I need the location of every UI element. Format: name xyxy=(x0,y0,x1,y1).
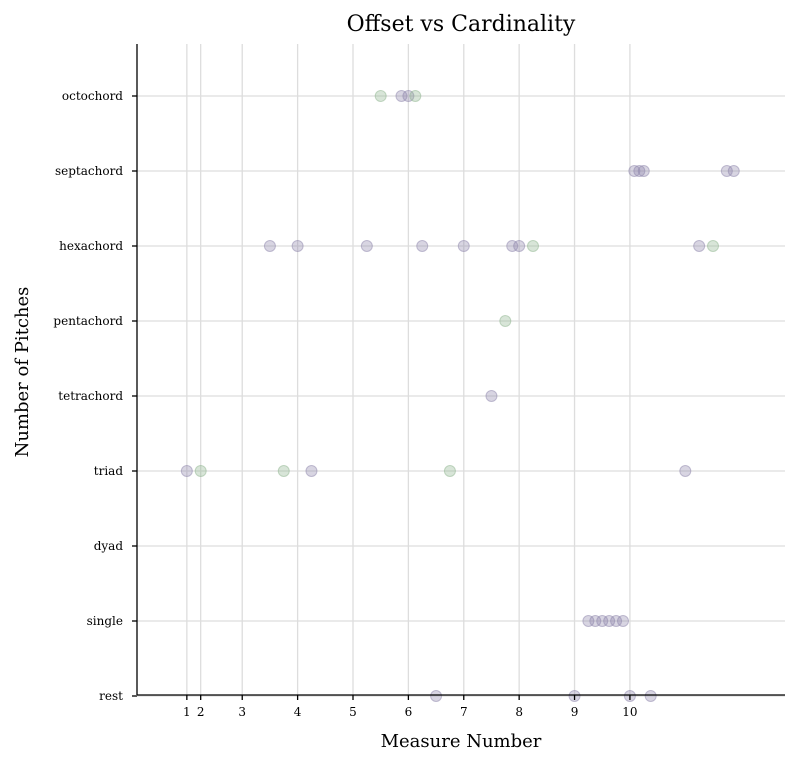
data-point xyxy=(485,390,498,402)
data-point xyxy=(395,90,408,102)
data-point xyxy=(506,240,519,252)
data-point xyxy=(603,615,616,627)
y-axis-label: Number of Pitches xyxy=(12,287,33,458)
y-tick-label: septachord xyxy=(55,164,123,178)
data-points xyxy=(180,90,740,702)
axes xyxy=(136,44,785,696)
y-tick-label: single xyxy=(87,614,123,628)
data-point xyxy=(644,690,657,702)
y-tick-label: tetrachord xyxy=(58,389,123,403)
data-point xyxy=(527,240,539,252)
data-point xyxy=(402,90,415,102)
data-point xyxy=(628,165,641,177)
y-tick-label: dyad xyxy=(94,539,124,553)
x-tick-label: 9 xyxy=(571,705,579,719)
x-axis-label: Measure Number xyxy=(381,731,542,752)
data-point xyxy=(499,315,512,327)
data-point xyxy=(637,165,650,177)
x-tick-label: 7 xyxy=(460,705,468,719)
data-point xyxy=(194,465,207,477)
data-point xyxy=(596,615,609,627)
y-tick-label: hexachord xyxy=(59,239,123,253)
x-tick-label: 8 xyxy=(515,705,523,719)
x-tick-label: 4 xyxy=(294,705,302,719)
data-point xyxy=(727,165,740,177)
data-point xyxy=(617,615,629,627)
data-point xyxy=(707,240,719,252)
data-point xyxy=(720,165,733,177)
data-point xyxy=(409,90,422,102)
x-tick-label: 10 xyxy=(622,705,637,719)
data-point xyxy=(416,240,429,252)
data-point xyxy=(443,465,456,477)
y-axis-ticks: rest single dyad triad tetrachord pentachord h… xyxy=(53,89,137,703)
data-point xyxy=(457,240,470,252)
data-point xyxy=(430,690,443,702)
data-point xyxy=(180,465,193,477)
data-point xyxy=(277,465,290,477)
x-tick-label: 6 xyxy=(405,705,413,719)
data-point xyxy=(374,90,387,102)
x-tick-label: 3 xyxy=(238,705,246,719)
x-tick-label: 1 xyxy=(183,705,191,719)
data-point xyxy=(633,165,646,177)
y-tick-label: pentachord xyxy=(53,314,123,328)
data-point xyxy=(693,240,706,252)
data-point xyxy=(582,615,595,627)
data-point xyxy=(263,240,276,252)
y-tick-label: octochord xyxy=(62,89,123,103)
data-point xyxy=(360,240,373,252)
x-tick-label: 5 xyxy=(349,705,357,719)
data-point xyxy=(291,240,304,252)
y-tick-label: rest xyxy=(99,689,123,703)
grid-lines xyxy=(137,44,785,697)
data-point xyxy=(305,465,318,477)
data-point xyxy=(610,615,623,627)
chart-title: Offset vs Cardinality xyxy=(347,12,576,37)
data-point xyxy=(513,240,526,252)
data-point xyxy=(679,465,692,477)
y-tick-label: triad xyxy=(94,464,124,478)
data-point xyxy=(589,615,602,627)
x-tick-label: 2 xyxy=(197,705,205,719)
x-axis-ticks: 1 2 3 4 5 6 7 8 9 10 xyxy=(183,695,638,719)
